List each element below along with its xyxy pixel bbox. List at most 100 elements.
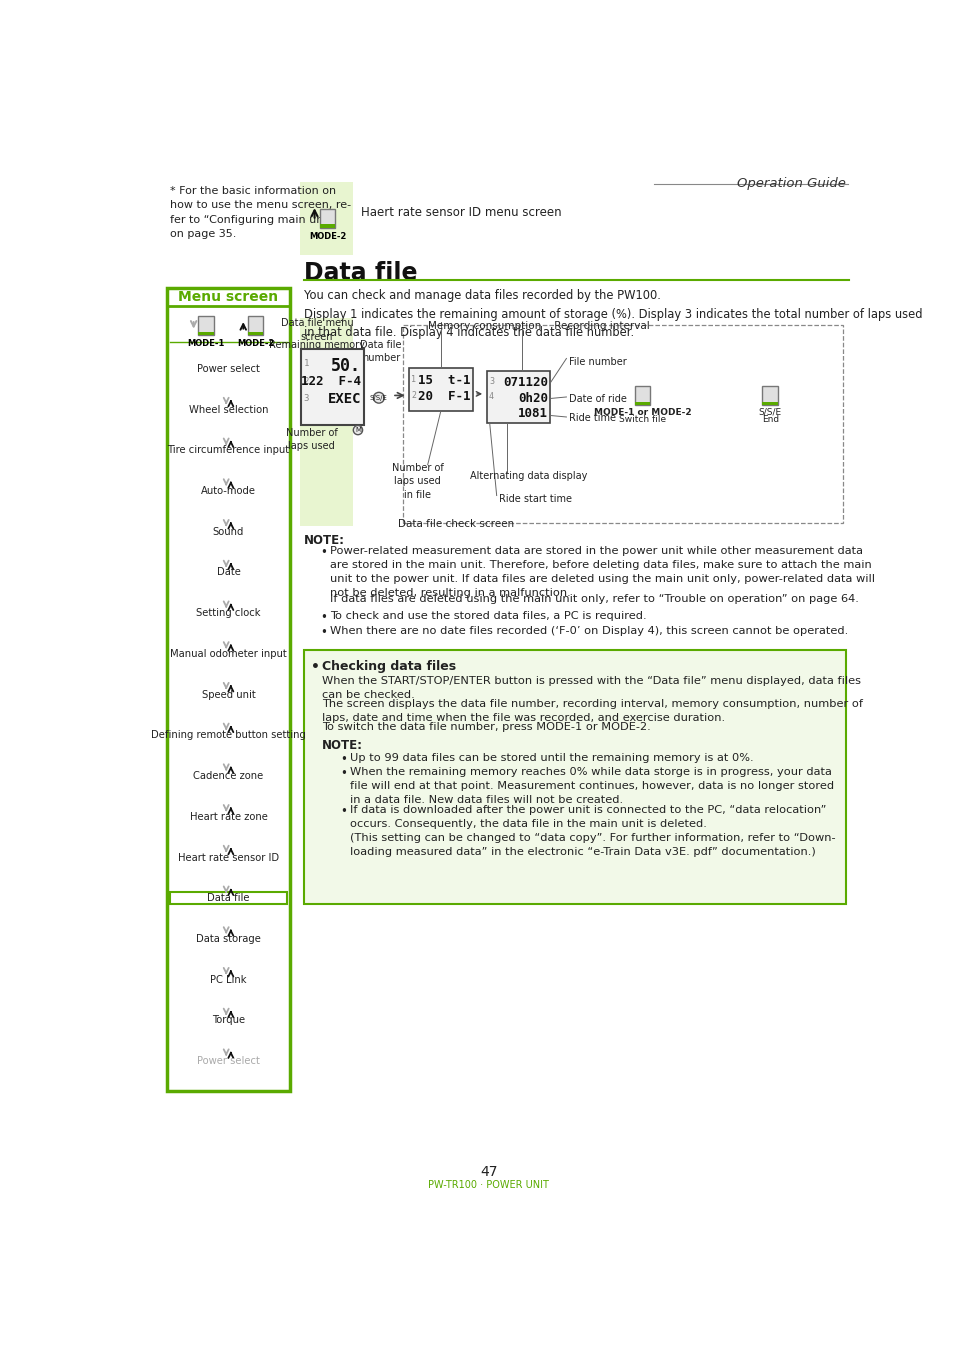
Text: If data is downloaded after the power unit is connected to the PC, “data relocat: If data is downloaded after the power un… [350,805,835,857]
Text: Remaining memory: Remaining memory [269,340,364,350]
Text: PW-TR100 · POWER UNIT: PW-TR100 · POWER UNIT [428,1179,549,1190]
Bar [248,316,263,335]
Text: Alternating data display: Alternating data display [469,471,586,481]
Text: 2: 2 [303,377,309,386]
Text: Power select: Power select [197,1056,259,1066]
Text: When the remaining memory reaches 0% while data storge is in progress, your data: When the remaining memory reaches 0% whi… [350,766,834,805]
Text: Haert rate sensor ID menu screen: Haert rate sensor ID menu screen [360,205,561,219]
Text: Power select: Power select [197,363,259,374]
Text: Ride time: Ride time [568,413,615,423]
Circle shape [353,426,362,435]
Text: 15  t-1: 15 t-1 [417,374,470,386]
Text: To check and use the stored data files, a PC is required.: To check and use the stored data files, … [330,611,646,621]
Text: 1081: 1081 [517,407,547,420]
Bar [761,401,778,405]
Text: If data files are deleted using the main unit only, refer to “Trouble on operati: If data files are deleted using the main… [330,594,858,604]
Text: Date: Date [216,567,240,577]
Text: EXEC: EXEC [327,392,360,407]
Text: 1: 1 [303,359,309,369]
Text: Data file check screen: Data file check screen [398,519,514,528]
Text: End: End [760,416,778,424]
Text: Date of ride: Date of ride [568,394,626,404]
Text: •: • [340,805,347,819]
Text: Operation Guide: Operation Guide [737,177,845,189]
Text: * For the basic information on
how to use the menu screen, re-
fer to “Configuri: * For the basic information on how to us… [170,186,351,239]
Text: Checking data files: Checking data files [322,661,456,673]
Bar [300,349,364,424]
Bar [634,386,649,405]
Text: Setting clock: Setting clock [196,608,260,619]
Text: Data file menu
screen: Data file menu screen [280,319,353,342]
Text: 1: 1 [411,374,416,384]
Text: PC Link: PC Link [210,974,247,985]
Bar [634,401,649,405]
Bar [402,324,842,523]
Text: Defining remote button setting: Defining remote button setting [151,731,306,740]
Text: 3: 3 [488,377,494,386]
Text: The screen displays the data file number, recording interval, memory consumption: The screen displays the data file number… [322,698,862,723]
Text: NOTE:: NOTE: [303,534,344,547]
Text: 20  F-1: 20 F-1 [417,390,470,403]
Text: 2: 2 [411,390,416,400]
Bar [761,386,778,405]
Text: 50.: 50. [331,357,360,376]
Bar [198,331,213,335]
Text: NOTE:: NOTE: [322,739,363,753]
Text: When the START/STOP/ENTER button is pressed with the “Data file” menu displayed,: When the START/STOP/ENTER button is pres… [322,676,861,700]
Bar [171,892,286,904]
Text: Speed unit: Speed unit [201,689,255,700]
Text: MODE-1: MODE-1 [187,339,225,349]
Text: Data storage: Data storage [196,934,261,944]
Text: S/S/E: S/S/E [370,394,388,401]
Text: Number of
laps used: Number of laps used [285,428,337,451]
Text: File number: File number [568,357,626,367]
Text: 0h20: 0h20 [517,392,547,404]
Circle shape [373,392,384,403]
Text: Data file
number: Data file number [360,340,401,363]
Text: 4: 4 [488,392,494,401]
Bar [167,288,290,1090]
Bar [319,224,335,227]
Text: Wheel selection: Wheel selection [189,404,268,415]
Bar [486,370,550,423]
Text: Heart rate zone: Heart rate zone [190,812,267,821]
Text: Data file: Data file [207,893,250,904]
Text: Switch file: Switch file [618,416,665,424]
Text: MODE-2: MODE-2 [309,232,346,242]
Text: •: • [320,611,327,624]
Text: 3: 3 [303,394,309,403]
Text: •: • [320,546,327,559]
Text: MODE-1 or MODE-2: MODE-1 or MODE-2 [593,408,691,416]
Text: You can check and manage data files recorded by the PW100.
Display 1 indicates t: You can check and manage data files reco… [303,289,922,339]
Text: Torque: Torque [212,1016,245,1025]
Text: •: • [311,661,320,674]
Bar [248,331,263,335]
Text: When there are no date files recorded (‘F-0’ on Display 4), this screen cannot b: When there are no date files recorded (‘… [330,627,847,636]
Text: Menu screen: Menu screen [178,290,278,304]
Text: Manual odometer input: Manual odometer input [170,648,287,659]
Text: Memory consumption    Recording interval: Memory consumption Recording interval [427,320,649,331]
Text: M: M [355,427,360,434]
Text: •: • [340,753,347,766]
Bar [299,319,353,527]
Text: Data file: Data file [303,262,416,285]
Bar [303,650,845,904]
Text: Heart rate sensor ID: Heart rate sensor ID [178,852,279,862]
Text: Cadence zone: Cadence zone [193,771,263,781]
Bar [198,316,213,335]
Bar [299,182,353,255]
Text: Tire circumference input: Tire circumference input [168,446,290,455]
Bar [319,209,335,227]
Text: 47: 47 [479,1166,497,1179]
Text: Sound: Sound [213,527,244,536]
Text: Ride start time: Ride start time [498,494,572,504]
Text: Auto-mode: Auto-mode [201,486,255,496]
Text: 071120: 071120 [502,376,547,389]
Text: Number of
laps used
in file: Number of laps used in file [392,463,443,500]
Text: MODE-2: MODE-2 [236,339,274,349]
Text: Up to 99 data files can be stored until the remaining memory is at 0%.: Up to 99 data files can be stored until … [350,753,753,763]
Bar [409,367,472,411]
Text: •: • [320,627,327,639]
Text: 122  F-4: 122 F-4 [301,376,360,388]
Text: S/S/E: S/S/E [758,408,781,416]
